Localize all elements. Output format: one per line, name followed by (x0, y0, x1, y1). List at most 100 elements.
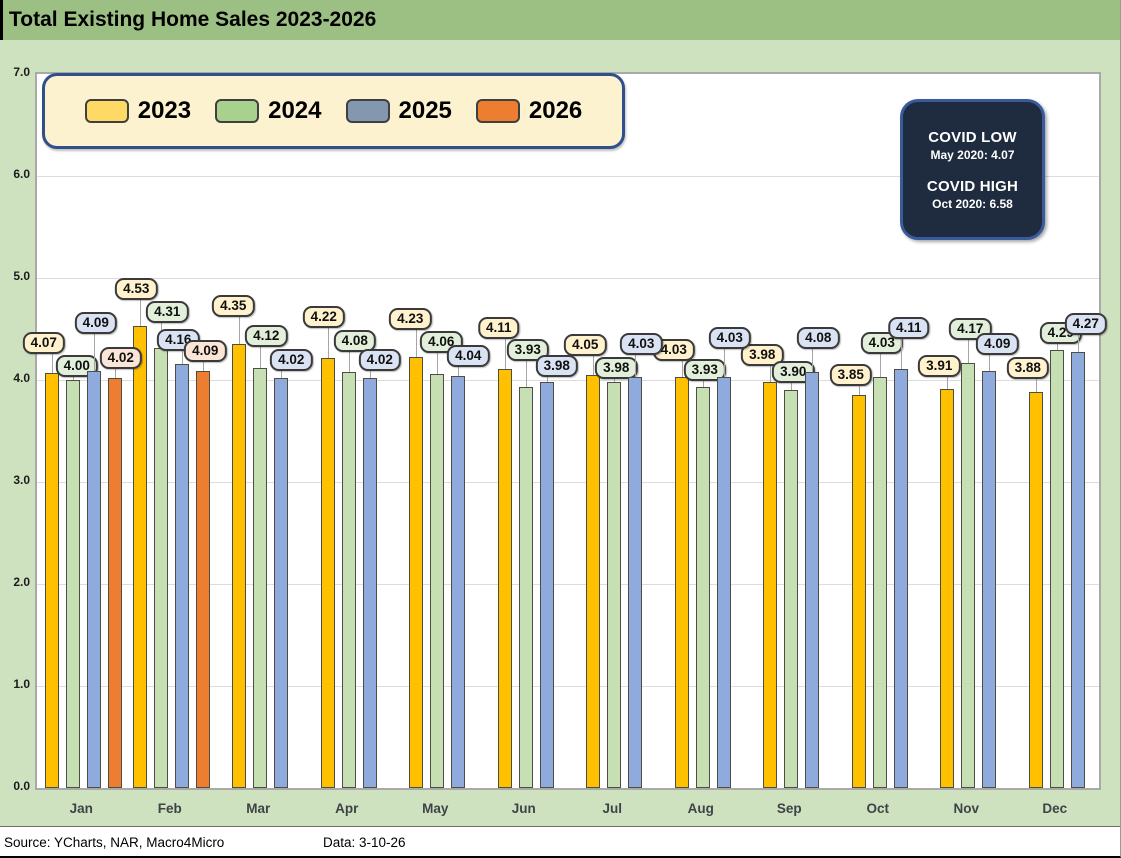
bar-2025-mar (274, 377, 289, 788)
bar-2024-oct (872, 376, 887, 788)
bar-2023-mar (232, 344, 247, 788)
bar-2023-dec (1028, 392, 1043, 788)
data-label-2023-jun: 4.11 (477, 316, 520, 339)
title-bar: Total Existing Home Sales 2023-2026 (0, 0, 1120, 40)
data-label-2023-sep: 3.98 (741, 344, 784, 367)
bar-2023-sep (763, 382, 778, 788)
x-axis-label: Mar (246, 801, 271, 816)
covid-low-title: COVID LOW (928, 128, 1017, 146)
x-axis-label: Apr (335, 801, 359, 816)
data-label-2025-may: 4.04 (447, 344, 490, 367)
bar-2023-oct (851, 395, 866, 788)
legend-label: 2026 (528, 97, 583, 124)
x-axis-label: Oct (866, 801, 889, 816)
y-axis-tick: 2.0 (13, 575, 30, 589)
label-leader-line (1035, 368, 1037, 393)
gridline (37, 482, 1099, 483)
y-axis-tick: 5.0 (13, 269, 30, 283)
label-leader-line (593, 344, 595, 375)
x-axis-label: Feb (157, 801, 182, 816)
data-label-2026-jan: 4.02 (99, 346, 142, 369)
data-label-2024-nov: 4.17 (949, 317, 992, 340)
bar-2025-nov (982, 370, 997, 788)
label-leader-line (348, 340, 350, 372)
data-label-2024-feb: 4.31 (146, 301, 189, 324)
covid-low-value: May 2020: 4.07 (930, 147, 1015, 162)
data-label-2025-jun: 3.98 (535, 355, 578, 378)
bar-2026-jan (107, 377, 122, 788)
bar-2025-apr (362, 377, 377, 788)
label-leader-line (239, 306, 241, 345)
legend-swatch-icon (215, 99, 260, 123)
gridline (37, 278, 1099, 279)
bar-2026-feb (196, 370, 211, 788)
x-axis-label: Dec (1042, 801, 1068, 816)
label-leader-line (504, 327, 506, 369)
bar-2024-mar (253, 367, 268, 788)
legend-item-2024: 2024 (215, 97, 322, 125)
label-leader-line (812, 337, 814, 372)
y-axis-tick: 0.0 (13, 779, 30, 793)
bar-2023-feb (133, 325, 148, 788)
label-leader-line (437, 341, 439, 374)
x-axis-label: Sep (776, 801, 802, 816)
bar-2024-nov (961, 362, 976, 788)
bar-2024-aug (695, 387, 710, 788)
bar-2024-dec (1049, 350, 1064, 788)
label-leader-line (260, 335, 262, 368)
label-leader-line (140, 288, 142, 326)
label-leader-line (947, 366, 949, 390)
chart-legend: 2023 2024 2025 2026 (42, 73, 625, 149)
covid-high-value: Oct 2020: 6.58 (932, 196, 1013, 211)
data-label-2025-aug: 4.03 (708, 326, 751, 349)
bar-2025-oct (893, 368, 908, 788)
legend-swatch-icon (345, 99, 390, 123)
gridline (37, 686, 1099, 687)
covid-high-title: COVID HIGH (926, 177, 1019, 195)
label-leader-line (525, 350, 527, 388)
label-leader-line (900, 327, 902, 369)
data-date-text: Data: 3-10-26 (323, 835, 406, 850)
label-leader-line (989, 343, 991, 371)
page-title: Total Existing Home Sales 2023-2026 (9, 8, 377, 31)
bar-2024-jun (518, 387, 533, 788)
data-label-2023-nov: 3.91 (918, 355, 961, 378)
data-label-2026-feb: 4.09 (184, 339, 227, 362)
label-leader-line (93, 322, 95, 371)
label-leader-line (1077, 324, 1079, 353)
label-leader-line (416, 318, 418, 357)
gridline (37, 380, 1099, 381)
legend-label: 2023 (137, 97, 192, 124)
data-label-2025-jul: 4.03 (620, 332, 663, 355)
data-label-2025-sep: 4.08 (797, 326, 840, 349)
legend-label: 2024 (268, 97, 322, 124)
data-label-2024-jun: 3.93 (506, 339, 549, 362)
data-label-2024-sep: 3.90 (772, 361, 815, 384)
data-label-2023-dec: 3.88 (1006, 357, 1049, 380)
data-label-2025-apr: 4.02 (358, 348, 401, 371)
data-label-2024-aug: 3.93 (683, 359, 726, 382)
data-label-2024-apr: 4.08 (333, 329, 376, 352)
data-label-2025-mar: 4.02 (270, 348, 313, 371)
data-label-2023-may: 4.23 (389, 307, 432, 330)
data-label-2024-jul: 3.98 (595, 357, 638, 380)
label-leader-line (327, 316, 329, 358)
data-label-2023-jul: 4.05 (564, 333, 607, 356)
bar-2025-feb (175, 363, 190, 788)
data-label-2025-nov: 4.09 (976, 332, 1019, 355)
source-text: Source: YCharts, NAR, Macro4Micro (4, 835, 225, 850)
label-leader-line (968, 328, 970, 363)
y-axis-tick: 1.0 (13, 677, 30, 691)
bar-2024-jul (607, 382, 622, 788)
x-axis-label: Jun (511, 801, 536, 816)
x-axis-label: Jul (602, 801, 622, 816)
data-label-2024-mar: 4.12 (245, 324, 288, 347)
label-leader-line (635, 343, 637, 377)
legend-swatch-icon (84, 99, 129, 123)
data-label-2025-oct: 4.11 (887, 316, 930, 339)
bar-2023-apr (320, 357, 335, 788)
label-leader-line (51, 342, 53, 373)
data-label-2023-feb: 4.53 (115, 277, 158, 300)
bar-2023-jul (586, 374, 601, 788)
legend-swatch-icon (475, 99, 520, 123)
